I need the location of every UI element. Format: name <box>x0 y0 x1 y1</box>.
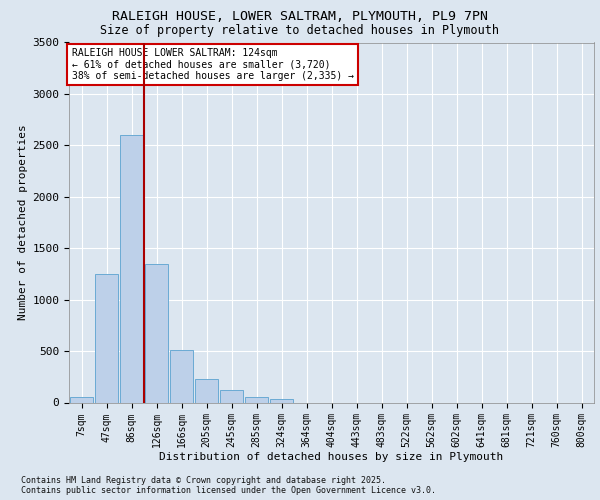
Text: RALEIGH HOUSE LOWER SALTRAM: 124sqm
← 61% of detached houses are smaller (3,720): RALEIGH HOUSE LOWER SALTRAM: 124sqm ← 61… <box>71 48 353 81</box>
Bar <box>95 274 118 402</box>
Bar <box>70 398 93 402</box>
Text: Size of property relative to detached houses in Plymouth: Size of property relative to detached ho… <box>101 24 499 37</box>
X-axis label: Distribution of detached houses by size in Plymouth: Distribution of detached houses by size … <box>160 452 503 462</box>
Text: Contains HM Land Registry data © Crown copyright and database right 2025.
Contai: Contains HM Land Registry data © Crown c… <box>21 476 436 495</box>
Bar <box>220 390 243 402</box>
Bar <box>245 398 268 402</box>
Bar <box>120 135 143 402</box>
Bar <box>270 400 293 402</box>
Bar <box>145 264 168 402</box>
Text: RALEIGH HOUSE, LOWER SALTRAM, PLYMOUTH, PL9 7PN: RALEIGH HOUSE, LOWER SALTRAM, PLYMOUTH, … <box>112 10 488 23</box>
Bar <box>170 350 193 403</box>
Bar <box>195 379 218 402</box>
Y-axis label: Number of detached properties: Number of detached properties <box>18 124 28 320</box>
